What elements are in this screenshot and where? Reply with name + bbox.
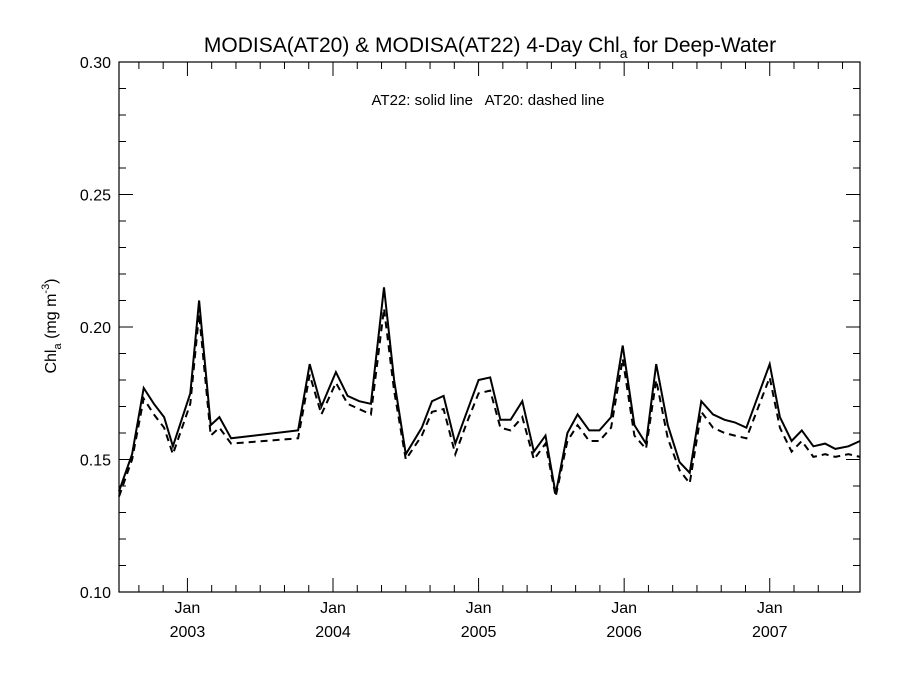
x-tick-label-year: 2006 bbox=[606, 624, 642, 641]
plot-area-frame bbox=[118, 61, 861, 593]
x-tick-label-month: Jan bbox=[466, 600, 492, 617]
y-axis-label: Chla (mg m-3) bbox=[40, 278, 64, 373]
x-tick-label-month: Jan bbox=[611, 600, 637, 617]
y-tick-label: 0.25 bbox=[80, 188, 111, 205]
x-tick-label-month: Jan bbox=[320, 600, 346, 617]
y-tick-label: 0.30 bbox=[80, 55, 111, 72]
series-line-at20 bbox=[118, 308, 861, 497]
y-tick-label: 0.10 bbox=[80, 585, 111, 602]
y-tick-label: 0.15 bbox=[80, 453, 111, 470]
y-tick-label: 0.20 bbox=[80, 320, 111, 337]
data-series bbox=[118, 287, 861, 497]
series-line-at22 bbox=[118, 287, 861, 495]
x-tick-label-year: 2003 bbox=[170, 624, 206, 641]
legend-annotation: AT22: solid line AT20: dashed line bbox=[372, 92, 605, 109]
x-tick-label-year: 2004 bbox=[315, 624, 351, 641]
x-tick-label-year: 2005 bbox=[461, 624, 497, 641]
x-tick-label-month: Jan bbox=[175, 600, 201, 617]
axis-tick-labels: 0.10 0.15 0.20 0.25 0.30 Jan 2003 Jan 2004 Jan 200… bbox=[80, 55, 788, 641]
chart-title: MODISA(AT20) & MODISA(AT22) 4-Day Chla f… bbox=[204, 34, 776, 61]
x-tick-label-month: Jan bbox=[757, 600, 783, 617]
x-tick-label-year: 2007 bbox=[752, 624, 788, 641]
axis-ticks bbox=[119, 61, 860, 593]
